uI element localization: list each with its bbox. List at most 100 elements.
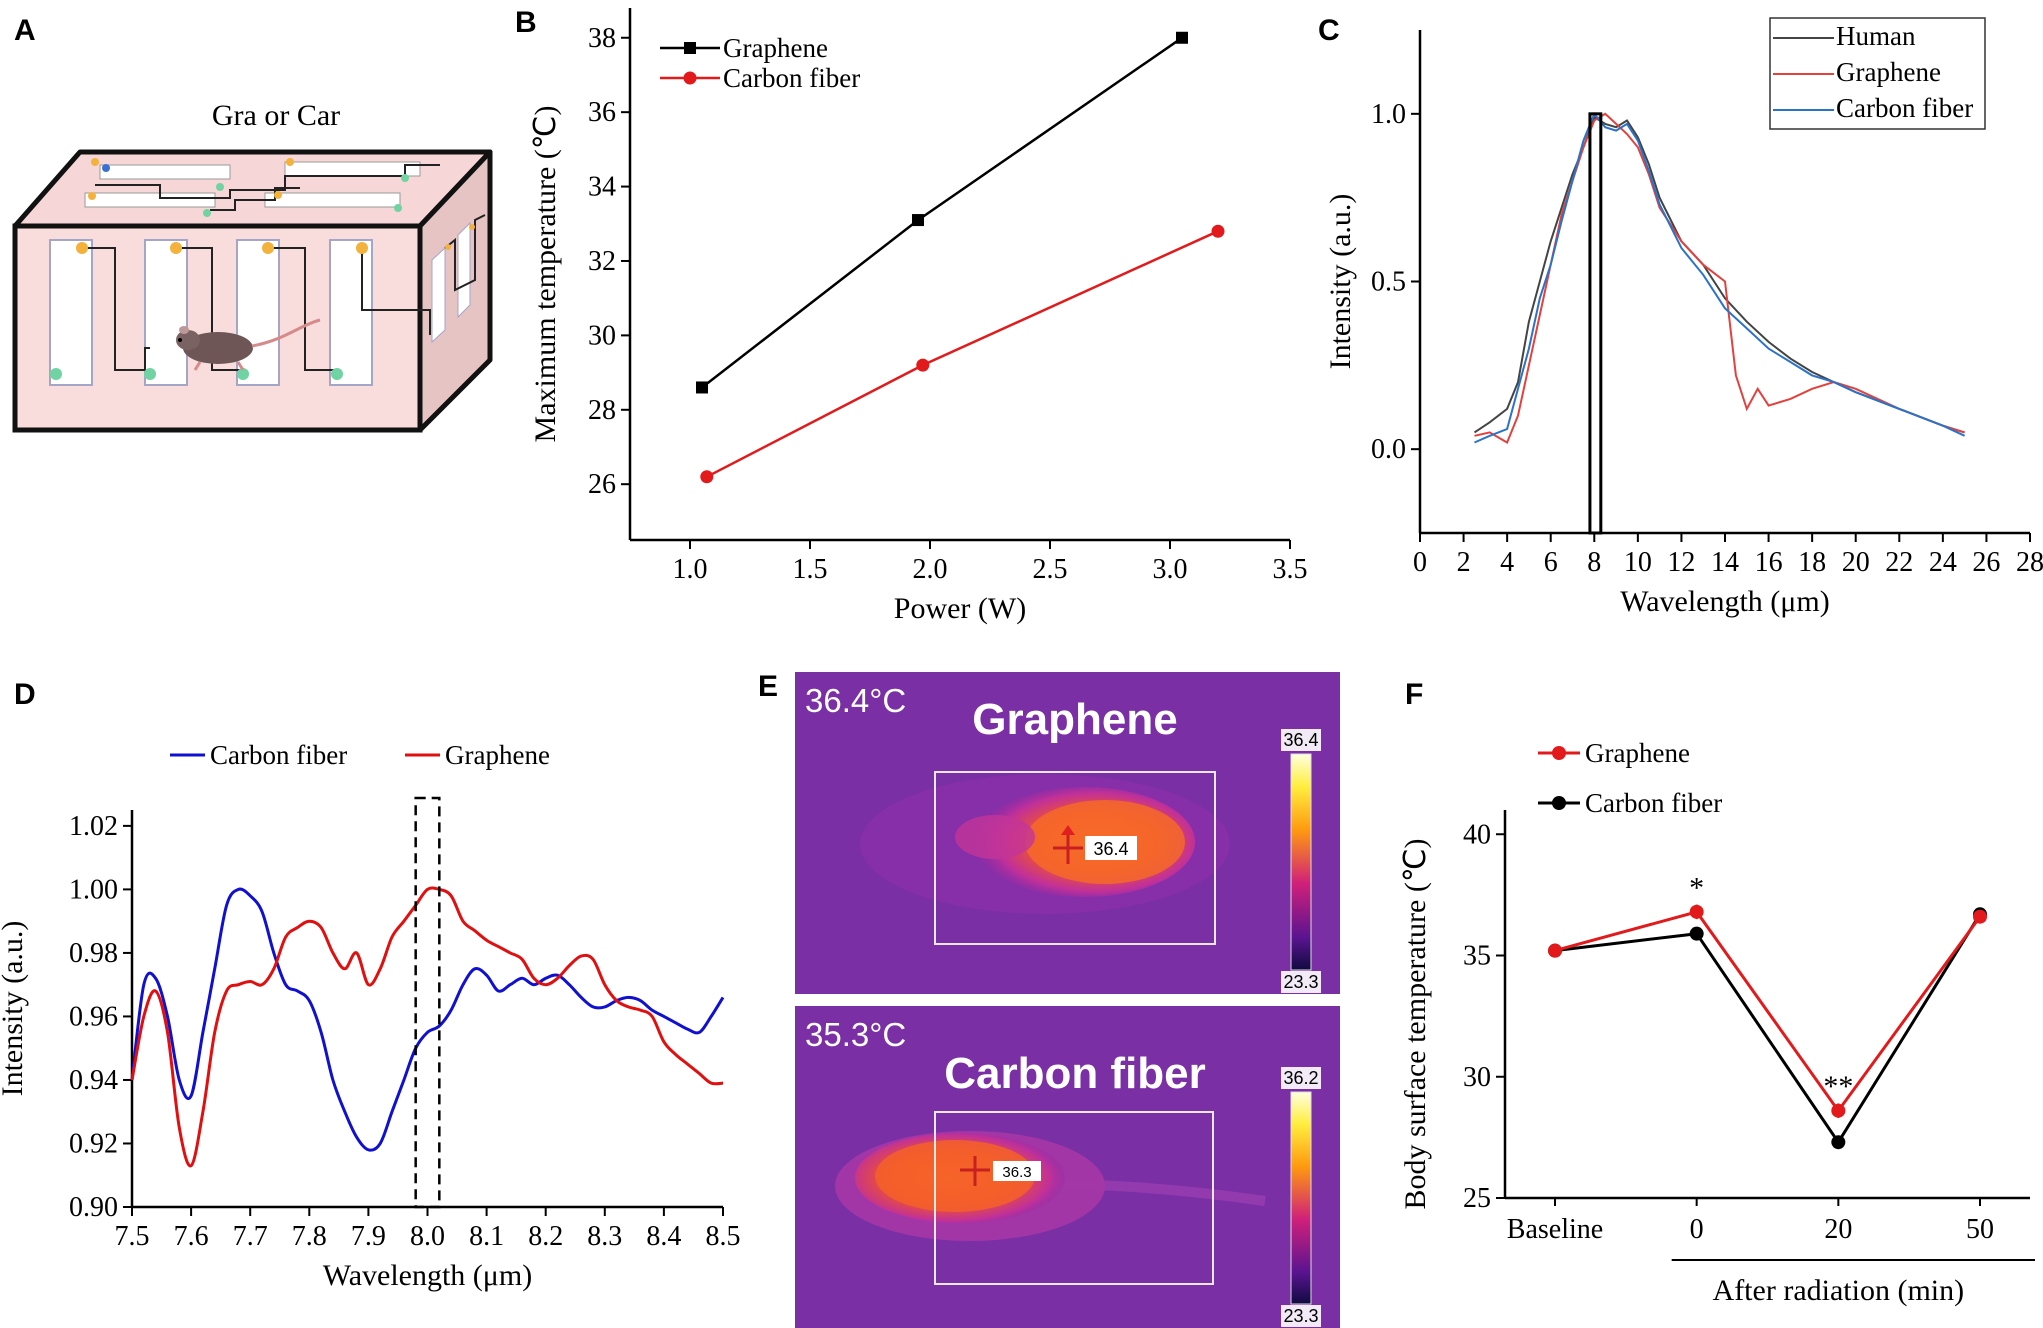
series-line-1 — [1474, 112, 1965, 444]
panel-letter-b: B — [515, 6, 537, 39]
data-point — [1689, 926, 1704, 941]
panel-a-title: Gra or Car — [212, 99, 340, 132]
data-point — [916, 358, 930, 372]
scale-min-label: 23.3 — [1283, 1306, 1318, 1326]
legend-label: Graphene — [1585, 738, 1690, 768]
measure-box — [934, 771, 1216, 945]
x-tick-label: 8.0 — [410, 1221, 445, 1252]
x-group-label: After radiation (min) — [1713, 1274, 1965, 1307]
thermal-temp-readout: 36.4°C — [805, 682, 906, 719]
y-tick-label: 0.5 — [1371, 267, 1406, 298]
x-tick-label: 1.0 — [673, 554, 708, 585]
crosshair-icon — [1053, 832, 1083, 864]
x-tick-label: 4 — [1500, 547, 1514, 578]
y-tick-label: 0.96 — [69, 1001, 118, 1032]
legend-label: Graphene — [445, 740, 550, 770]
thermal-image-carbon-fiber: 35.3°C Carbon fiber 36.3 36.2 23.3 — [795, 1006, 1340, 1328]
x-tick-label: 3.0 — [1153, 554, 1188, 585]
data-point — [700, 470, 714, 484]
series-line-1 — [130, 886, 724, 1168]
data-point — [1176, 31, 1188, 44]
y-tick-label: 0.94 — [69, 1065, 118, 1096]
chart-c: 0 2 4 6 8 10 12 14 16 18 20 22 24 26 280.00.51.0Wavele… — [1324, 17, 2043, 618]
y-tick-label: 30 — [1463, 1062, 1491, 1093]
x-tick-label: 18 — [1798, 547, 1826, 578]
top-maze-wire-2 — [210, 187, 300, 211]
y-tick-label: 40 — [1463, 819, 1491, 850]
series-line-1 — [706, 230, 1219, 478]
y-axis-label: Intensity (a.u.) — [0, 921, 29, 1097]
chart-d: 7.5 7.6 7.7 7.8 7.9 8.0 8.1 8.2 8.3 8.4 8.5 0.90 0.9… — [0, 740, 741, 1292]
y-axis-label: Intensity (a.u.) — [1324, 194, 1357, 370]
data-point — [912, 214, 924, 227]
series-line-1 — [1554, 913, 1982, 1145]
legend-label: Graphene — [1836, 57, 1941, 87]
y-tick-label: 26 — [588, 469, 616, 500]
y-axis-label: Maximum temperature (℃) — [529, 106, 562, 443]
legend-label: Carbon fiber — [723, 63, 860, 93]
series-line-0 — [1554, 910, 1982, 1114]
legend-label: Graphene — [723, 33, 828, 63]
crosshair-icon — [960, 1156, 990, 1186]
thermal-title: Graphene — [972, 695, 1177, 744]
y-tick-label: 0.90 — [69, 1192, 118, 1223]
y-tick-label: 0.98 — [69, 938, 118, 969]
panel-letter-e: E — [758, 670, 779, 703]
significance-mark: ** — [1823, 1070, 1853, 1103]
data-point — [1211, 224, 1225, 238]
chart-b: 1.0 1.5 2.0 2.5 3.0 3.5 26 28 30 32 34 36 38 Power (W… — [529, 8, 1308, 625]
y-tick-label: 36 — [588, 97, 616, 128]
legend-label: Carbon fiber — [1836, 93, 1973, 123]
data-point — [1831, 1135, 1846, 1150]
y-tick-label: 28 — [588, 395, 616, 426]
x-tick-label: 14 — [1711, 547, 1739, 578]
y-axis-label: Body surface temperature (℃) — [1399, 838, 1432, 1209]
front-maze-wire — [82, 247, 150, 371]
series-line-0 — [130, 887, 725, 1152]
series-line-2 — [1474, 111, 1966, 444]
panel-a-schematic: Gra or Car — [12, 99, 493, 433]
x-tick-label: 20 — [1824, 1214, 1852, 1245]
y-tick-label: 0.0 — [1371, 434, 1406, 465]
thermal-image-graphene: 36.4°C Graphene 36.4 36.4 36.4 23.3 — [795, 672, 1340, 994]
series-line-0 — [1473, 115, 1965, 434]
x-tick-label: 8.3 — [587, 1221, 622, 1252]
spot-value: 36.4 — [1093, 839, 1128, 859]
x-tick-label: 50 — [1966, 1214, 1994, 1245]
x-axis-label: Power (W) — [894, 592, 1026, 625]
x-tick-label: 8.1 — [469, 1221, 504, 1252]
data-point — [1973, 909, 1987, 924]
panel-letter-d: D — [14, 678, 36, 711]
legend-label: Carbon fiber — [210, 740, 347, 770]
y-tick-label: 1.00 — [69, 874, 118, 905]
x-axis-label: Wavelength (μm) — [1620, 585, 1829, 618]
color-scale-bar — [1290, 753, 1312, 971]
panel-letter-a: A — [14, 14, 36, 47]
panel-letter-c: C — [1318, 14, 1340, 47]
y-tick-label: 1.02 — [69, 811, 118, 842]
x-tick-label: 7.8 — [292, 1221, 327, 1252]
x-tick-label: Baseline — [1507, 1214, 1603, 1245]
x-tick-label: 26 — [1972, 547, 2000, 578]
x-tick-label: 0 — [1413, 547, 1427, 578]
front-maze-wire-3 — [268, 247, 335, 371]
scale-max-label: 36.4 — [1283, 730, 1318, 750]
x-tick-label: 2.0 — [913, 554, 948, 585]
scale-max-label: 36.2 — [1283, 1068, 1318, 1088]
x-tick-label: 1.5 — [793, 554, 828, 585]
legend-marker — [1552, 796, 1566, 810]
panel-letter-f: F — [1405, 678, 1424, 711]
x-tick-label: 8.5 — [706, 1221, 741, 1252]
x-tick-label: 0 — [1690, 1214, 1704, 1245]
y-tick-label: 0.92 — [69, 1128, 118, 1159]
y-tick-label: 25 — [1463, 1183, 1491, 1214]
x-tick-label: 2 — [1457, 547, 1471, 578]
color-scale-bar — [1290, 1091, 1312, 1305]
x-tick-label: 7.5 — [115, 1221, 150, 1252]
measure-box — [934, 1111, 1214, 1285]
x-tick-label: 8.2 — [528, 1221, 563, 1252]
x-axis-label: Wavelength (μm) — [323, 1259, 532, 1292]
legend-label: Human — [1836, 21, 1916, 51]
scale-min-label: 23.3 — [1283, 972, 1318, 992]
front-maze-wire-2 — [176, 247, 240, 371]
